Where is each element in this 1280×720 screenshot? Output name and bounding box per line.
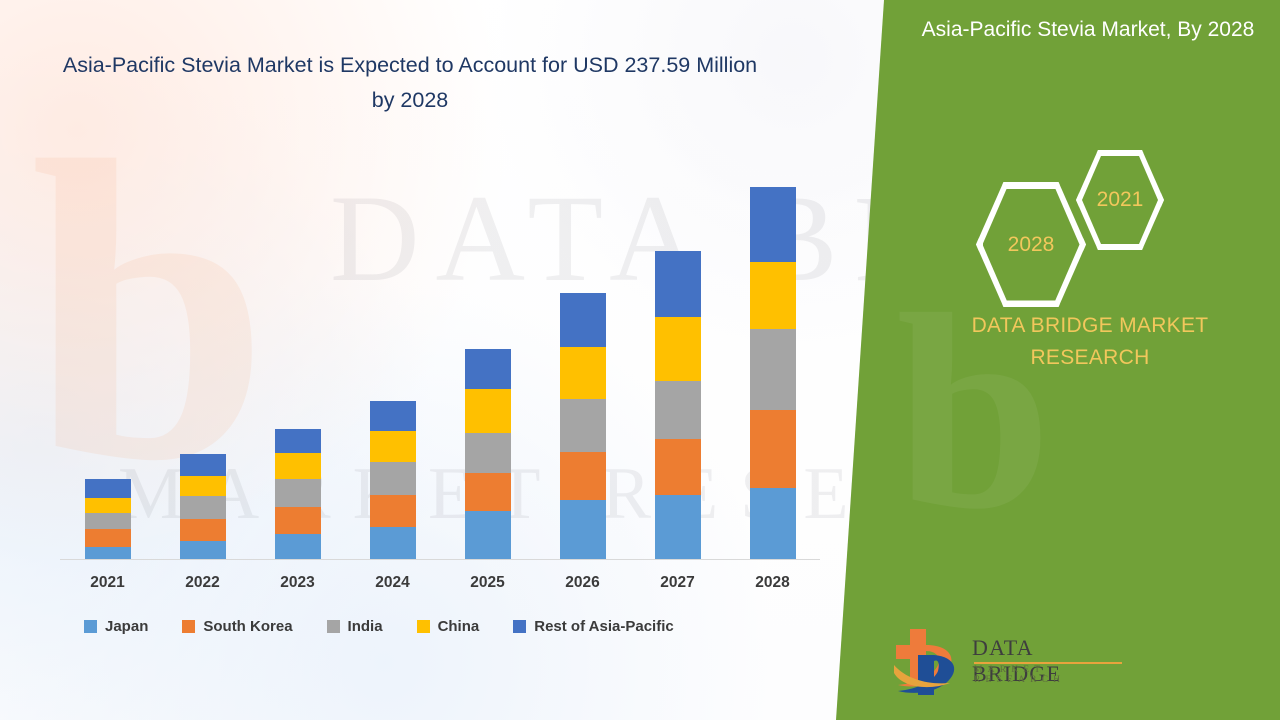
bar-segment-south-korea <box>84 529 131 547</box>
bar-segment-japan <box>464 511 511 560</box>
bar-segment-south-korea <box>654 439 701 495</box>
stacked-bar <box>274 429 321 560</box>
bar-column-2027 <box>630 152 725 560</box>
bar-column-2025 <box>440 152 535 560</box>
bar-segment-india <box>274 479 321 507</box>
hexagon-2021-label: 2021 <box>1082 156 1158 244</box>
bar-column-2021 <box>60 152 155 560</box>
legend-label: Japan <box>105 618 149 635</box>
panel-title: Asia-Pacific Stevia Market, By 2028 <box>921 18 1255 41</box>
hexagon-2021: 2021 <box>1076 150 1164 250</box>
bar-segment-south-korea <box>559 452 606 500</box>
legend-swatch-icon <box>513 620 527 633</box>
bar-segment-rest-of-asia-pacific <box>179 454 226 476</box>
bar-column-2026 <box>535 152 630 560</box>
x-tick-2022: 2022 <box>185 574 220 591</box>
bar-column-2028 <box>725 152 820 560</box>
legend-swatch-icon <box>326 620 340 633</box>
bar-column-2024 <box>345 152 440 560</box>
legend-label: India <box>347 618 383 635</box>
bar-segment-india <box>654 381 701 439</box>
bar-segment-south-korea <box>464 473 511 511</box>
stacked-bar <box>464 349 511 560</box>
x-axis-labels: 2021 2022 2023 2024 2025 2026 2027 2028 <box>60 574 820 592</box>
legend-swatch-icon <box>416 620 430 633</box>
hexagon-2028: 2028 <box>976 182 1086 307</box>
logo-mark-icon <box>894 629 955 695</box>
bar-segment-china <box>749 262 796 329</box>
legend-item-china[interactable]: China <box>416 618 480 635</box>
x-tick-2023: 2023 <box>280 574 315 591</box>
bar-segment-india <box>84 513 131 529</box>
legend-item-japan[interactable]: Japan <box>84 618 148 635</box>
logo-divider <box>974 662 1122 664</box>
bar-segment-china <box>559 347 606 399</box>
legend-swatch-icon <box>84 620 97 633</box>
bar-segment-india <box>369 462 416 495</box>
hexagon-2028-label: 2028 <box>982 188 1080 301</box>
bar-segment-india <box>749 329 796 410</box>
legend-item-south-korea[interactable]: South Korea <box>182 618 293 635</box>
bar-segment-china <box>464 389 511 433</box>
bar-segment-india <box>179 496 226 519</box>
logo-tagline: MARKET RESEARCH <box>974 665 1066 685</box>
right-green-panel: b Asia-Pacific Stevia Market, By 2028 20… <box>836 0 1280 720</box>
bar-column-2022 <box>155 152 250 560</box>
bar-segment-china <box>369 431 416 462</box>
x-tick-2025: 2025 <box>470 574 505 591</box>
bar-segment-china <box>274 453 321 479</box>
bar-segment-rest-of-asia-pacific <box>654 251 701 317</box>
bar-segment-rest-of-asia-pacific <box>369 401 416 431</box>
bar-segment-rest-of-asia-pacific <box>559 293 606 347</box>
legend-label: China <box>437 618 480 635</box>
legend-item-rest-of-asia-pacific[interactable]: Rest of Asia-Pacific <box>513 618 674 635</box>
x-tick-2027: 2027 <box>660 574 695 591</box>
bar-segment-china <box>84 498 131 513</box>
bar-segment-rest-of-asia-pacific <box>274 429 321 453</box>
legend-label: Rest of Asia-Pacific <box>534 618 674 635</box>
stacked-bar <box>179 454 226 560</box>
bar-segment-china <box>179 476 226 496</box>
stacked-bar <box>559 293 606 560</box>
legend-item-india[interactable]: India <box>326 618 383 635</box>
legend-label: South Korea <box>203 618 293 635</box>
bar-segment-rest-of-asia-pacific <box>464 349 511 389</box>
bar-segment-japan <box>749 488 796 560</box>
legend-swatch-icon <box>182 620 196 633</box>
brand-name: DATA BRIDGE MARKET RESEARCH <box>971 314 1209 369</box>
chart-bars <box>60 152 820 560</box>
bar-segment-rest-of-asia-pacific <box>749 187 796 262</box>
bar-segment-japan <box>654 495 701 560</box>
bar-segment-india <box>559 399 606 452</box>
bar-segment-rest-of-asia-pacific <box>84 479 131 498</box>
x-tick-2028: 2028 <box>755 574 790 591</box>
bar-segment-japan <box>369 527 416 560</box>
bar-segment-india <box>464 433 511 473</box>
x-axis-line <box>60 559 820 560</box>
x-tick-2026: 2026 <box>565 574 600 591</box>
stacked-bar <box>654 251 701 560</box>
bar-segment-japan <box>274 534 321 560</box>
stacked-bar <box>84 479 131 560</box>
company-logo: DATA BRIDGE MARKET RESEARCH <box>888 625 1128 703</box>
stacked-bar <box>749 187 796 560</box>
bar-column-2023 <box>250 152 345 560</box>
x-tick-2021: 2021 <box>90 574 125 591</box>
bar-segment-south-korea <box>369 495 416 527</box>
hexagon-group: 2028 2021 <box>976 150 1236 307</box>
bar-segment-japan <box>559 500 606 560</box>
bar-segment-south-korea <box>274 507 321 534</box>
chart-legend: Japan South Korea India China Rest of Asia-P… <box>84 618 708 635</box>
page-title: Asia-Pacific Stevia Market is Expected t… <box>62 53 758 113</box>
stacked-bar-chart <box>60 150 820 560</box>
bar-segment-china <box>654 317 701 381</box>
stacked-bar <box>369 401 416 560</box>
logo-name: DATA BRIDGE <box>972 635 1062 686</box>
bar-segment-japan <box>84 547 131 560</box>
bar-segment-south-korea <box>179 519 226 541</box>
bar-segment-south-korea <box>749 410 796 488</box>
bar-segment-japan <box>179 541 226 560</box>
x-tick-2024: 2024 <box>375 574 410 591</box>
